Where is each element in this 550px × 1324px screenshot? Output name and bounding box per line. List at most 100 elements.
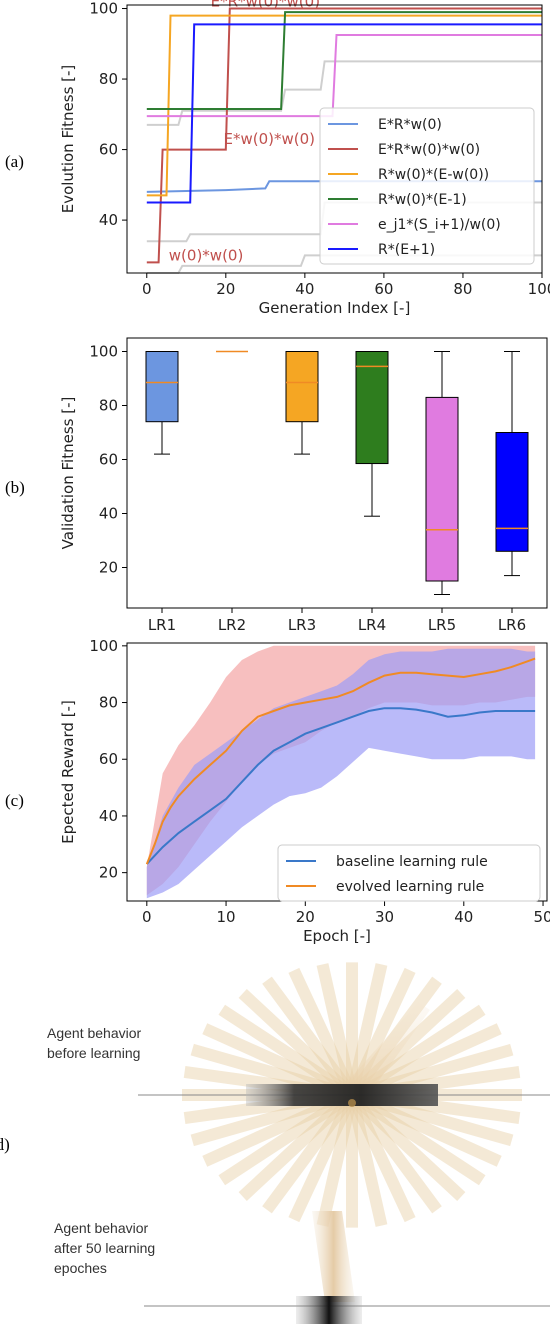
panel-label-b: (b) [5, 478, 25, 497]
panel-c-xtick-label: 10 [217, 908, 236, 926]
caption-after-learning: after 50 learning [54, 1240, 155, 1256]
panel-b-xtick-label: LR2 [218, 616, 246, 634]
panel-c-xtick-label: 20 [296, 908, 315, 926]
panel-c-ytick-label: 20 [99, 864, 118, 882]
panel-d-agent-behavior: (d) Agent behavior before learning Agent be… [0, 962, 550, 1324]
pole-position [238, 1090, 357, 1201]
cart-motion-blur-before [246, 1084, 438, 1106]
series-line [146, 707, 536, 865]
pole-position [218, 1089, 356, 1186]
pole-position [218, 1004, 356, 1101]
confidence-band [146, 645, 536, 896]
pole-position [347, 1090, 466, 1201]
panel-a-ytick-label: 100 [89, 0, 118, 18]
panel-a-xlabel: Generation Index [-] [259, 299, 411, 317]
panel-b-xtick-label: LR5 [428, 616, 456, 634]
pole-position [202, 1089, 355, 1167]
panel-a-xtick-label: 20 [216, 280, 235, 298]
background-run-line [146, 60, 542, 126]
box-iqr [495, 432, 529, 552]
panel-label-a: (a) [5, 152, 24, 171]
pole-position [288, 967, 358, 1098]
legend-label: E*R*w(0) [378, 117, 442, 133]
pole-position [262, 976, 357, 1099]
panel-a-evolution-fitness: (a) E*R*w(0)*w(0) E*w(0)*w(0) w(0)*w(0) 40 60… [5, 0, 550, 317]
panel-a-xtick-label: 40 [295, 280, 314, 298]
pole-position [262, 1091, 357, 1214]
panel-c-xtick-label: 30 [375, 908, 394, 926]
panel-a-ytick-label: 60 [99, 141, 118, 159]
panel-c-ytick-label: 100 [89, 637, 118, 655]
caption-before-learning: Agent behavior [47, 1025, 142, 1041]
confidence-band [146, 648, 536, 899]
panel-b-ytick-label: 100 [89, 343, 118, 361]
pole-position [202, 1023, 355, 1101]
panel-b-ylabel: Validation Fitness [-] [59, 397, 77, 550]
box-iqr [285, 351, 319, 423]
series-line [146, 7, 542, 264]
panel-a-axes-frame [126, 4, 543, 274]
pole-position [346, 1092, 416, 1223]
pole-position [238, 989, 357, 1100]
panel-b-xtick-label: LR1 [148, 616, 176, 634]
caption-after-learning: epoches [54, 1260, 107, 1276]
panel-c-xtick-label: 50 [533, 908, 550, 926]
panel-a-xtick-label: 80 [453, 280, 472, 298]
panel-b-xtick-label: LR6 [498, 616, 526, 634]
panel-b-ytick-label: 40 [99, 505, 118, 523]
pole-position [288, 1092, 358, 1223]
legend-label: R*w(0)*(E-1) [378, 192, 467, 208]
legend-label: E*R*w(0)*w(0) [378, 142, 480, 158]
pole-position [347, 1091, 442, 1214]
legend-frame [277, 844, 541, 902]
panel-c-xtick-label: 40 [454, 908, 473, 926]
pole-upright-after [312, 1211, 355, 1302]
panel-c-expected-reward: (c) 20 40 60 80 100 0 10 20 30 40 50 Epected Reward … [5, 637, 550, 945]
series-line [146, 11, 542, 110]
series-line [146, 23, 542, 204]
panel-label-c: (c) [5, 791, 24, 810]
panel-b-xtick-label: LR4 [358, 616, 386, 634]
panel-a-ytick-label: 40 [99, 211, 118, 229]
annotation-label: w(0)*w(0) [169, 246, 244, 264]
caption-after-learning: Agent behavior [54, 1220, 149, 1236]
pole-position [349, 1023, 502, 1101]
pole-position [348, 1089, 486, 1186]
panel-c-xtick-label: 0 [142, 908, 152, 926]
caption-before-learning: before learning [47, 1045, 140, 1061]
panel-b-validation-fitness-boxplot: (b) LR1 LR2 LR3 LR4 LR5 LR6 20 40 60 80 100 Validati… [5, 337, 548, 634]
panel-c-ytick-label: 40 [99, 807, 118, 825]
cart-after [296, 1296, 362, 1324]
panel-label-d: (d) [0, 1135, 10, 1154]
box-iqr [145, 351, 179, 423]
panel-b-ytick-label: 60 [99, 451, 118, 469]
panel-c-xlabel: Epoch [-] [303, 927, 371, 945]
legend-frame [319, 107, 535, 265]
legend-label: baseline learning rule [336, 854, 488, 870]
box-iqr [355, 351, 389, 465]
pole-position [346, 1093, 388, 1227]
annotation-label: E*w(0)*w(0) [224, 130, 316, 148]
legend-label: R*(E+1) [378, 242, 435, 258]
panel-a-xtick-label: 0 [142, 280, 152, 298]
panel-a-xtick-label: 60 [374, 280, 393, 298]
series-line [145, 657, 536, 865]
panel-b-ytick-label: 80 [99, 397, 118, 415]
panel-c-ylabel: Epected Reward [-] [59, 700, 77, 844]
panel-c-ytick-label: 60 [99, 750, 118, 768]
series-line [146, 14, 542, 197]
panel-b-axes-frame [126, 337, 548, 609]
panel-a-xtick-label: 100 [528, 280, 550, 298]
pole-position [316, 1093, 358, 1227]
legend-label: evolved learning rule [336, 879, 484, 895]
panel-a-ylabel: Evolution Fitness [-] [59, 65, 77, 214]
legend-label: R*w(0)*(E-w(0)) [378, 167, 489, 183]
legend-label: e_j1*(S_i+1)/w(0) [378, 217, 501, 233]
panel-c-ytick-label: 80 [99, 694, 118, 712]
pole-pivot [348, 1099, 356, 1107]
box-iqr [425, 396, 459, 582]
pole-position [316, 963, 358, 1097]
panel-b-xtick-label: LR3 [288, 616, 316, 634]
series-line [146, 34, 542, 118]
